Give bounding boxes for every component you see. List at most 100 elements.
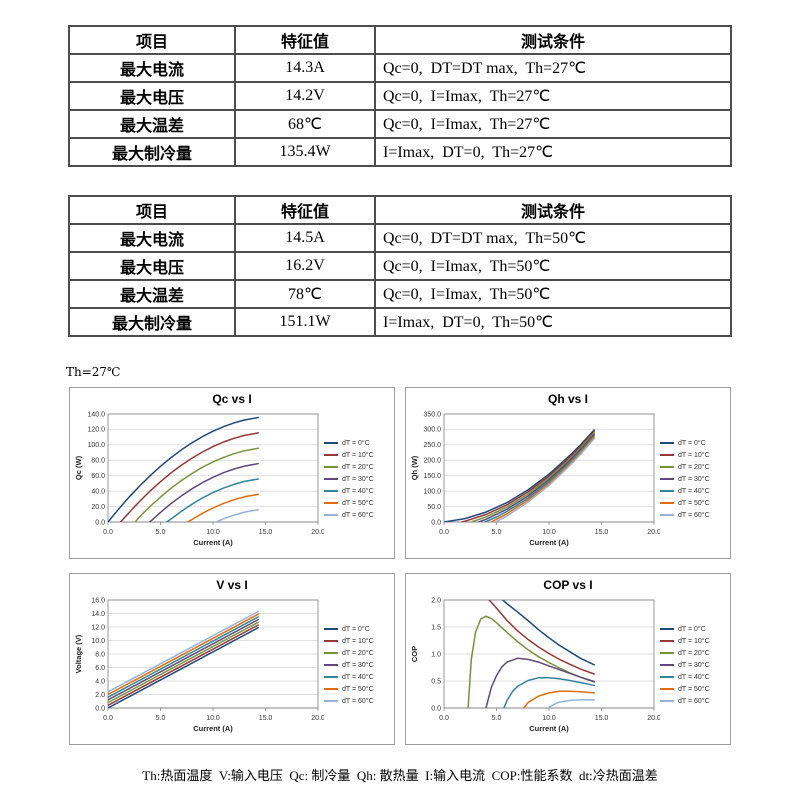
legend-line-swatch: [324, 640, 338, 642]
chart-plot-qc-vs-i: 0.0 20.0 40.0 60.0 80.0 100.0 120.0 140.0 0.0 5.0…: [74, 411, 324, 547]
table-row: 最大电压 14.2V Qc=0, I=Imax, Th=27℃: [68, 81, 732, 111]
legend-item: dT = 60°C: [324, 512, 390, 519]
svg-text:Current (A): Current (A): [529, 724, 569, 733]
svg-text:5.0: 5.0: [492, 715, 502, 722]
svg-text:60.0: 60.0: [91, 473, 105, 480]
table-header-row: 项目 特征值 测试条件: [68, 195, 732, 225]
svg-text:0.0: 0.0: [439, 529, 449, 536]
table-row: 最大电流 14.5A Qc=0, DT=DT max, Th=50℃: [68, 223, 732, 253]
series-line: [523, 690, 595, 708]
table-row: 最大制冷量 151.1W I=Imax, DT=0, Th=50℃: [68, 307, 732, 337]
legend-line-swatch: [660, 478, 674, 480]
legend-label: dT = 20°C: [342, 463, 374, 471]
value-cell: 16.2V: [234, 251, 376, 281]
legend-label: dT = 60°C: [678, 697, 710, 705]
legend-label: dT = 60°C: [342, 511, 374, 519]
chart-plot-qh-vs-i: 0.0 50.0 100.0 150.0 200.0 250.0 300.0 350.0 0.0…: [410, 411, 660, 547]
legend-label: dT = 40°C: [342, 673, 374, 681]
series-line: [215, 508, 259, 522]
table-header-cell: 项目: [68, 195, 236, 225]
svg-text:5.0: 5.0: [156, 715, 166, 722]
legend-line-swatch: [324, 454, 338, 456]
spec-table-1: 项目 特征值 测试条件 最大电流 14.3A Qc=0, DT=DT max, Th=27…: [68, 25, 732, 167]
value-cell: 14.2V: [234, 81, 376, 111]
value-cell: 151.1W: [234, 307, 376, 337]
legend-item: dT = 40°C: [660, 488, 726, 495]
condition-cell: Qc=0, I=Imax, Th=27℃: [374, 109, 732, 139]
legend-line-swatch: [660, 490, 674, 492]
svg-text:150.0: 150.0: [423, 473, 441, 480]
series-line: [108, 624, 259, 707]
legend-item: dT = 30°C: [324, 476, 390, 483]
legend-item: dT = 60°C: [324, 698, 390, 705]
condition-cell: Qc=0, DT=DT max, Th=27℃: [374, 53, 732, 83]
item-cell: 最大制冷量: [68, 137, 236, 167]
series-line: [470, 432, 595, 522]
svg-text:20.0: 20.0: [311, 715, 324, 722]
value-cell: 14.5A: [234, 223, 376, 253]
series-line: [488, 600, 595, 675]
svg-text:Voltage (V): Voltage (V): [74, 634, 83, 673]
svg-text:8.0: 8.0: [95, 651, 105, 658]
svg-text:COP: COP: [410, 646, 419, 662]
series-line: [108, 621, 259, 704]
legend-label: dT = 60°C: [678, 511, 710, 519]
legend-label: dT = 0°C: [342, 625, 370, 633]
svg-text:2.0: 2.0: [95, 692, 105, 699]
svg-text:0.0: 0.0: [431, 519, 441, 526]
series-line: [108, 626, 259, 708]
svg-text:15.0: 15.0: [595, 529, 609, 536]
legend-line-swatch: [660, 700, 674, 702]
svg-text:0.0: 0.0: [431, 705, 441, 712]
legend-item: dT = 50°C: [324, 686, 390, 693]
legend-line-swatch: [660, 688, 674, 690]
chart-qh-vs-i: Qh vs I 0.0 50.0 100.0 150.0 200.0 250.0 300.0 3…: [405, 387, 731, 559]
table-row: 最大制冷量 135.4W I=Imax, DT=0, Th=27℃: [68, 137, 732, 167]
legend-label: dT = 60°C: [342, 697, 374, 705]
table-header-cell: 特征值: [234, 195, 376, 225]
legend-line-swatch: [324, 628, 338, 630]
spec-tables-section: 项目 特征值 测试条件 最大电流 14.3A Qc=0, DT=DT max, Th=27…: [0, 0, 800, 337]
svg-text:Qh (W): Qh (W): [410, 455, 419, 480]
legend-line-swatch: [324, 652, 338, 654]
legend-label: dT = 20°C: [678, 649, 710, 657]
svg-text:15.0: 15.0: [259, 529, 273, 536]
series-line: [485, 657, 595, 708]
series-line: [461, 430, 595, 522]
chart-legend: dT = 0°C dT = 10°C dT = 20°C dT = 30°C dT = …: [660, 440, 726, 519]
legend-line-swatch: [660, 454, 674, 456]
series-line: [134, 447, 259, 522]
chart-title: V vs I: [216, 578, 248, 592]
svg-text:200.0: 200.0: [423, 458, 441, 465]
series-line: [467, 615, 595, 708]
legend-label: dT = 50°C: [678, 685, 710, 693]
series-line: [503, 677, 595, 708]
svg-text:0.0: 0.0: [103, 529, 113, 536]
series-line: [108, 616, 259, 698]
value-cell: 78℃: [234, 279, 376, 309]
legend-label: dT = 30°C: [342, 475, 374, 483]
legend-item: dT = 20°C: [660, 650, 726, 657]
series-line: [149, 462, 259, 522]
legend-item: dT = 0°C: [324, 626, 390, 633]
condition-cell: I=Imax, DT=0, Th=50℃: [374, 307, 732, 337]
svg-text:Qc (W): Qc (W): [74, 455, 83, 480]
svg-text:10.0: 10.0: [542, 715, 556, 722]
charts-section: Qc vs I 0.0 20.0 40.0 60.0 80.0 100.0 120.0 140.…: [0, 387, 800, 745]
legend-line-swatch: [324, 502, 338, 504]
legend-item: dT = 0°C: [324, 440, 390, 447]
svg-text:0.0: 0.0: [95, 705, 105, 712]
value-cell: 14.3A: [234, 53, 376, 83]
condition-cell: Qc=0, I=Imax, Th=50℃: [374, 279, 732, 309]
legend-item: dT = 20°C: [324, 464, 390, 471]
series-line: [502, 600, 595, 666]
svg-text:12.0: 12.0: [91, 624, 105, 631]
legend-line-swatch: [660, 502, 674, 504]
chart-legend: dT = 0°C dT = 10°C dT = 20°C dT = 30°C dT = …: [660, 626, 726, 705]
table-header-cell: 项目: [68, 25, 236, 55]
condition-cell: Qc=0, I=Imax, Th=27℃: [374, 81, 732, 111]
svg-text:50.0: 50.0: [427, 504, 441, 511]
table-header-row: 项目 特征值 测试条件: [68, 25, 732, 55]
item-cell: 最大电流: [68, 53, 236, 83]
legend-label: dT = 10°C: [678, 637, 710, 645]
